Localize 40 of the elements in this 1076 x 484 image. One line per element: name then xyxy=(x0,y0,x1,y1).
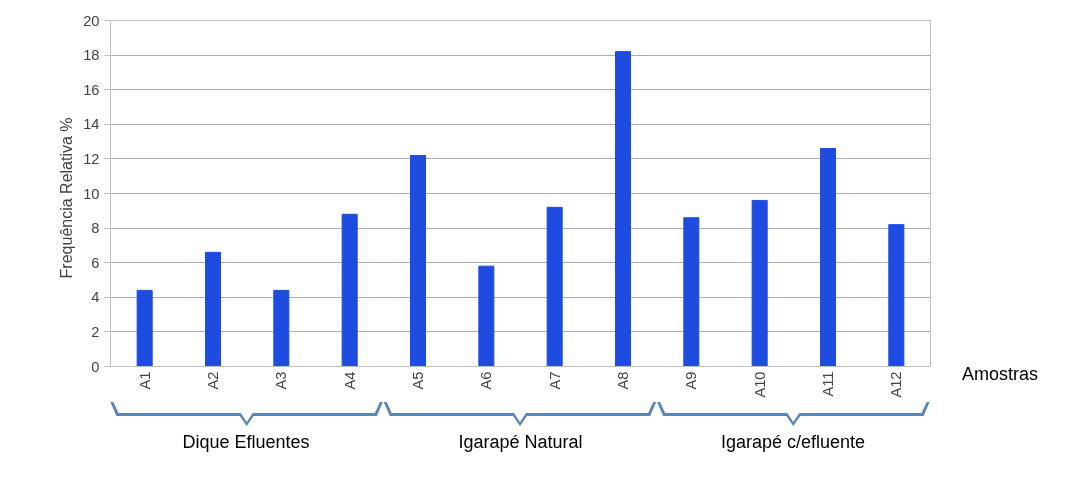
x-tick-label: A1 xyxy=(136,371,153,390)
x-tick-label: A3 xyxy=(273,371,290,390)
bar xyxy=(614,51,632,367)
y-tick-label: 2 xyxy=(91,323,100,340)
y-tick-label: 12 xyxy=(83,150,100,167)
y-tick-label: 20 xyxy=(83,12,100,29)
bar xyxy=(136,289,153,367)
x-tick-label: A2 xyxy=(205,371,221,390)
bar xyxy=(819,148,837,367)
bar xyxy=(751,199,768,367)
x-tick-label: A4 xyxy=(341,371,358,390)
bar xyxy=(341,213,358,367)
text: Dique Efluentes xyxy=(181,431,311,454)
x-axis-title: Amostras xyxy=(961,363,1039,386)
y-tick-label: 0 xyxy=(91,358,100,375)
bar xyxy=(204,251,222,367)
y-tick-label: 10 xyxy=(83,185,100,202)
x-tick-label: A7 xyxy=(546,371,563,390)
x-tick-label: A9 xyxy=(683,371,700,390)
y-tick-label: 8 xyxy=(91,220,100,237)
x-tick-label: A10 xyxy=(751,371,768,398)
x-tick-label: A6 xyxy=(478,371,495,390)
y-axis-title: Frequência Relativa % xyxy=(58,117,76,279)
x-tick-label: A5 xyxy=(410,371,426,390)
y-tick-label: 18 xyxy=(83,47,100,64)
bar xyxy=(546,206,563,367)
bar xyxy=(409,154,427,367)
x-tick-label: A12 xyxy=(888,371,905,398)
bar xyxy=(478,265,495,367)
y-tick-label: 4 xyxy=(91,289,100,306)
y-tick-label: 14 xyxy=(83,116,100,133)
x-tick-label: A11 xyxy=(820,371,836,397)
x-tick-label: A8 xyxy=(615,371,631,390)
bar xyxy=(273,289,290,367)
bar xyxy=(683,217,700,367)
bar xyxy=(888,224,905,367)
y-tick-label: 16 xyxy=(83,81,100,98)
y-tick-label: 6 xyxy=(91,254,100,271)
text: Igarapé c/efluente xyxy=(719,431,867,454)
text: Igarapé Natural xyxy=(457,431,584,454)
